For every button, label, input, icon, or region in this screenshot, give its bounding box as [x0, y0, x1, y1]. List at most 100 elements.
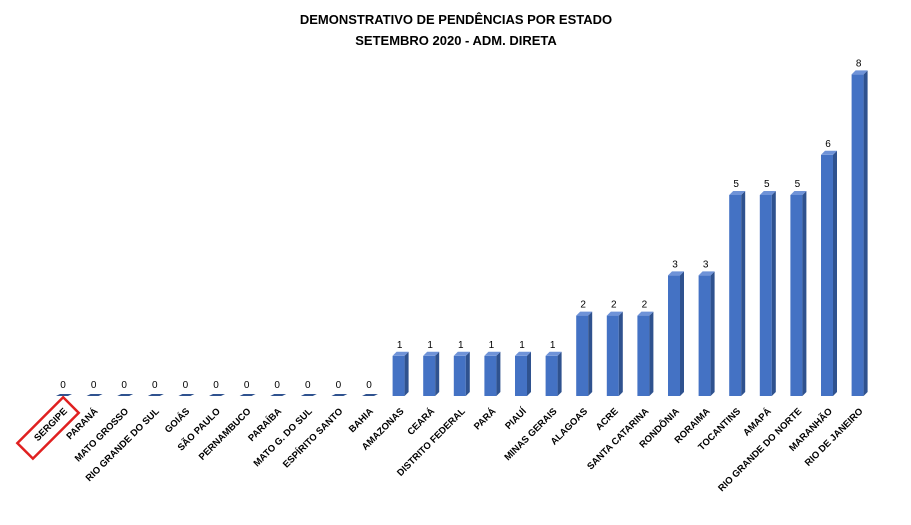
bar-18: 2	[606, 300, 623, 396]
bar-17: 2	[576, 300, 593, 396]
bar-side-20	[680, 271, 684, 396]
category-label-9: ESPÍRITO SANTO	[281, 406, 345, 470]
bar-21: 3	[698, 259, 715, 396]
value-label-12: 1	[427, 340, 433, 351]
bar-25: 6	[821, 139, 837, 396]
bar-front-21	[698, 275, 711, 396]
bar-top-14	[484, 351, 501, 356]
bar-side-26	[863, 70, 868, 397]
value-label-15: 1	[519, 340, 525, 351]
bar-24: 5	[790, 179, 807, 396]
bar-flat-9	[331, 394, 348, 396]
bar-side-11	[404, 351, 409, 396]
bar-front-19	[637, 315, 650, 396]
bar-front-13	[453, 355, 466, 396]
bar-top-25	[821, 150, 837, 155]
category-label-text-0: SERGIPE	[32, 406, 70, 444]
category-label-text-15: PIAUÍ	[503, 406, 529, 432]
bar-10: 0	[362, 380, 378, 396]
bar-top-17	[576, 311, 593, 316]
bar-12: 1	[423, 340, 440, 396]
value-label-13: 1	[458, 340, 464, 351]
category-label-text-14: PARÁ	[472, 406, 498, 432]
bar-flat-6	[239, 394, 256, 396]
bar-top-12	[423, 351, 440, 356]
value-label-10: 0	[366, 380, 372, 391]
bar-front-25	[821, 154, 833, 396]
bar-top-26	[851, 70, 868, 75]
category-label-16: MINAS GERAIS	[502, 406, 559, 463]
bar-side-12	[435, 351, 440, 396]
bar-flat-2	[117, 394, 134, 396]
bar-top-15	[515, 351, 531, 356]
bar-flat-5	[209, 394, 225, 396]
bar-8: 0	[300, 380, 317, 396]
value-label-26: 8	[856, 58, 862, 69]
value-label-4: 0	[183, 380, 189, 391]
bar-front-26	[851, 74, 864, 397]
value-label-0: 0	[60, 380, 66, 391]
bar-2: 0	[117, 380, 134, 396]
bar-20: 3	[668, 259, 684, 396]
bar-flat-1	[86, 394, 103, 396]
bar-flat-3	[147, 394, 164, 396]
bar-top-22	[729, 191, 746, 195]
value-label-25: 6	[825, 139, 831, 150]
bar-16: 1	[545, 340, 562, 396]
bar-side-16	[557, 351, 562, 396]
bar-front-16	[545, 355, 558, 396]
value-label-16: 1	[550, 340, 556, 351]
bar-front-23	[759, 195, 772, 396]
bar-top-20	[668, 271, 684, 276]
value-label-7: 0	[274, 380, 280, 391]
bar-flat-7	[270, 394, 287, 396]
value-label-5: 0	[213, 380, 219, 391]
bar-side-13	[465, 351, 470, 396]
bar-top-18	[606, 311, 623, 316]
category-label-text-16: MINAS GERAIS	[502, 406, 559, 463]
value-label-17: 2	[580, 300, 586, 311]
bar-top-11	[392, 351, 409, 356]
category-label-text-2: MATO GROSSO	[73, 406, 131, 464]
value-label-18: 2	[611, 300, 617, 311]
bar-side-25	[833, 150, 837, 396]
category-label-4: GOIÁS	[163, 406, 192, 435]
bar-22: 5	[729, 179, 746, 396]
bar-flat-8	[300, 394, 317, 396]
category-label-14: PARÁ	[472, 406, 498, 432]
value-label-8: 0	[305, 380, 311, 391]
bar-15: 1	[515, 340, 531, 396]
category-label-text-18: ACRE	[594, 406, 621, 433]
bar-9: 0	[331, 380, 348, 396]
bar-side-23	[771, 191, 776, 396]
bar-front-15	[515, 355, 527, 396]
value-label-11: 1	[397, 340, 403, 351]
bar-5: 0	[209, 380, 225, 396]
bar-side-19	[649, 311, 654, 396]
value-label-9: 0	[336, 380, 342, 391]
category-label-26: RIO DE JANEIRO	[803, 406, 866, 469]
bar-13: 1	[453, 340, 470, 396]
bar-front-18	[606, 315, 619, 396]
value-label-19: 2	[642, 300, 648, 311]
value-label-3: 0	[152, 380, 158, 391]
bar-3: 0	[147, 380, 164, 396]
category-label-text-4: GOIÁS	[163, 406, 192, 435]
value-label-14: 1	[489, 340, 495, 351]
bar-top-19	[637, 311, 654, 316]
bar-11: 1	[392, 340, 409, 396]
bar-flat-0	[56, 394, 72, 396]
bar-side-22	[741, 191, 746, 396]
category-label-10: BAHIA	[347, 406, 376, 435]
bar-front-22	[729, 195, 742, 396]
value-label-6: 0	[244, 380, 250, 391]
category-label-15: PIAUÍ	[503, 406, 529, 432]
bar-side-24	[802, 191, 807, 396]
bar-front-20	[668, 275, 680, 396]
category-label-2: MATO GROSSO	[73, 406, 131, 464]
bar-flat-10	[362, 394, 378, 396]
bar-0: 0	[56, 380, 72, 396]
value-label-20: 3	[672, 259, 678, 270]
